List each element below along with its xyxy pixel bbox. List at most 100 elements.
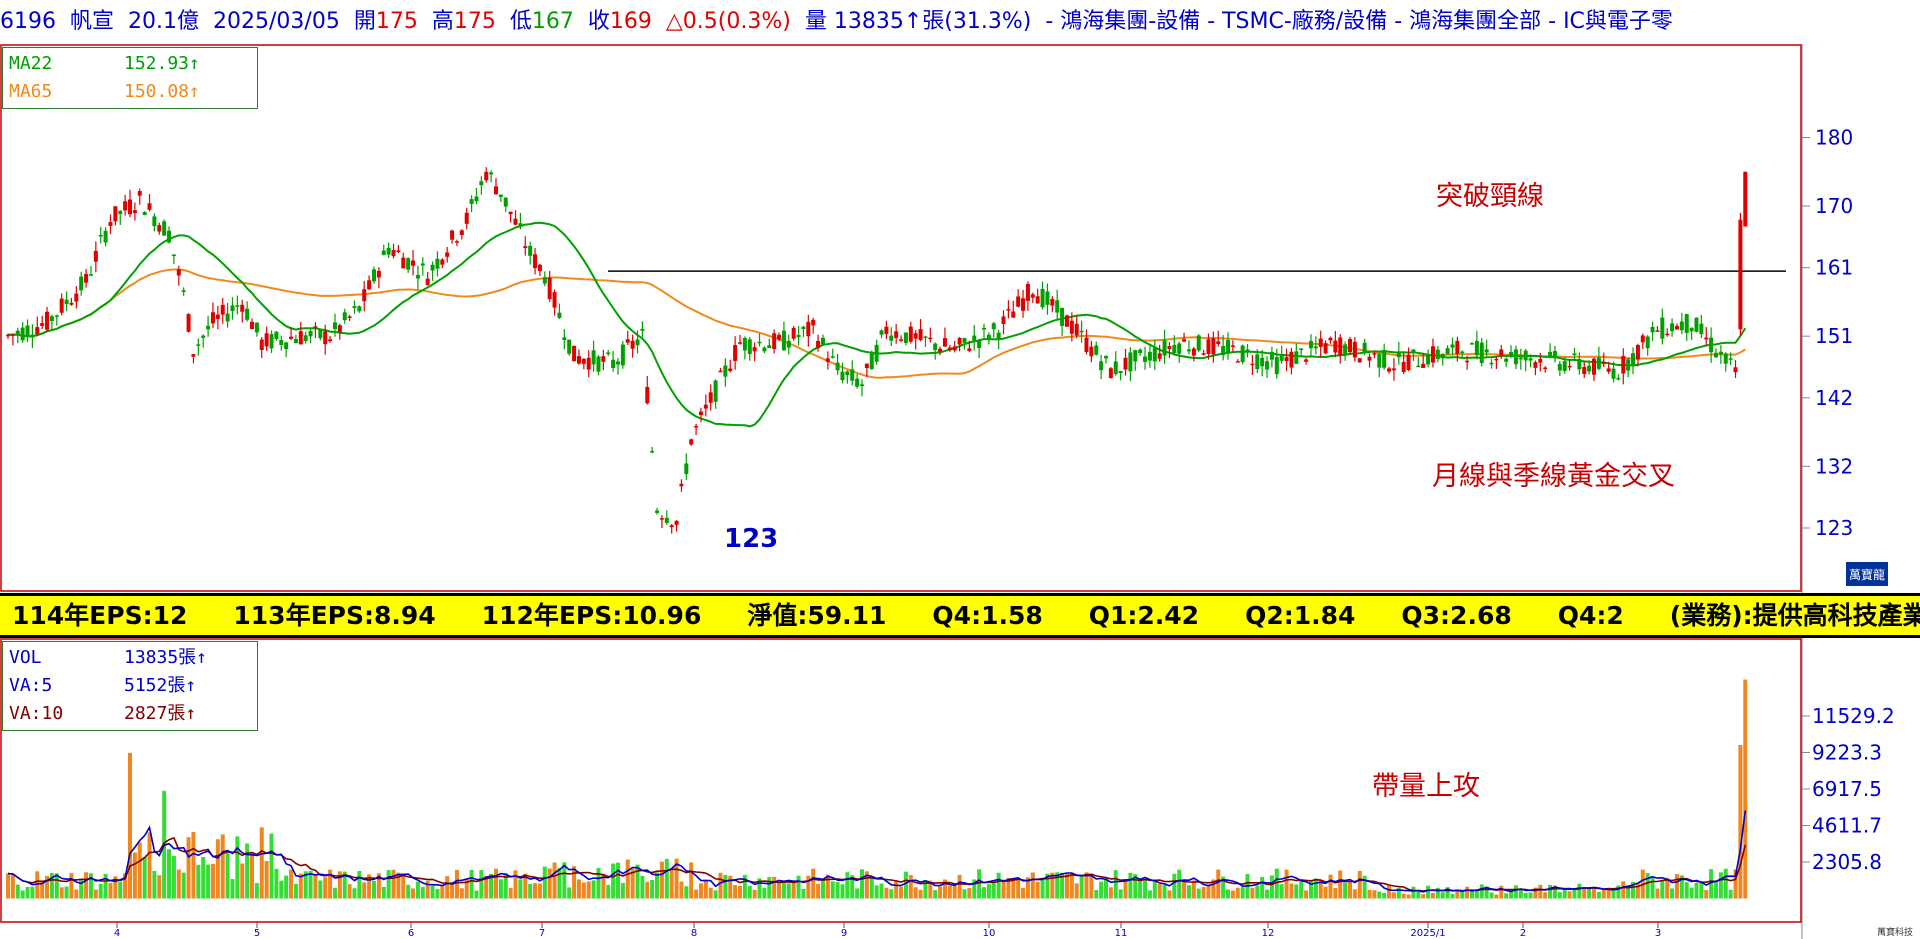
volume-bar	[74, 889, 79, 899]
volume-bar	[1548, 885, 1553, 899]
breakout-annotation: 突破頸線	[1436, 181, 1544, 212]
volume-bar	[293, 883, 298, 899]
volume-bar	[972, 879, 977, 899]
candle-body	[45, 311, 50, 330]
candle-body	[1470, 343, 1474, 345]
close-quote: 收169	[587, 9, 652, 34]
volume-layer	[6, 679, 1748, 899]
volume-bar	[933, 890, 938, 899]
candle-body	[1645, 336, 1650, 349]
candle-body	[1318, 338, 1323, 347]
volume-bar	[1333, 887, 1338, 899]
volume-bar	[1265, 889, 1270, 899]
volume-bar	[977, 869, 982, 899]
volume-bar	[1728, 889, 1733, 899]
candle-body	[15, 330, 20, 335]
candle-body	[167, 230, 172, 243]
volume-bar	[1704, 890, 1709, 899]
volume-bar	[689, 862, 694, 899]
candle-body	[1167, 346, 1172, 350]
volume-bar	[1674, 874, 1679, 899]
volume-bar	[464, 878, 469, 899]
candle-body	[772, 333, 777, 349]
volume-bar	[40, 882, 45, 899]
volume-bar	[1401, 893, 1406, 899]
volume-bar	[811, 868, 816, 899]
volume-bar	[1113, 870, 1118, 899]
volume-bar	[445, 876, 450, 899]
candle-body	[1670, 323, 1675, 332]
volume-bar	[1089, 873, 1094, 899]
volume-bar	[786, 883, 791, 899]
candle-body	[718, 370, 723, 373]
candle-body	[1352, 341, 1357, 358]
candle-body	[1626, 359, 1631, 371]
volume-bar	[635, 864, 640, 899]
volume-bar	[537, 883, 542, 899]
candle-body	[1138, 349, 1143, 354]
candle-body	[1030, 294, 1035, 298]
volume-bar	[1670, 888, 1675, 899]
candle-body	[347, 316, 352, 318]
candle-body	[947, 347, 952, 351]
volume-bar	[1104, 878, 1108, 899]
candle-body	[479, 181, 484, 186]
candle-body	[967, 348, 972, 351]
candle-body	[289, 336, 294, 339]
volume-bar	[342, 871, 347, 899]
candle-body	[801, 326, 806, 330]
volume-bar	[518, 879, 523, 899]
volume-bar	[1304, 890, 1309, 899]
candle-body	[567, 339, 572, 354]
price-chart[interactable]: 180 170 161 151 142 132 123 萬寶龍	[0, 44, 1920, 593]
volume-bar	[103, 873, 108, 899]
candle-body	[752, 347, 757, 352]
volume-bar	[767, 877, 772, 899]
volume-bar	[1372, 890, 1377, 899]
volume-bar	[1601, 888, 1606, 899]
volume-bar	[420, 886, 425, 899]
candle-body	[98, 235, 103, 237]
volume-bar	[1318, 880, 1323, 899]
volume-tick-label: 9223.3	[1812, 741, 1882, 765]
candle-body	[196, 344, 201, 346]
candle-body	[1455, 340, 1460, 354]
candle-body	[35, 327, 40, 335]
candle-body	[825, 358, 830, 362]
candle-body	[1499, 349, 1504, 357]
volume-bar	[1606, 889, 1611, 899]
candle-body	[1704, 337, 1709, 340]
candle-body	[376, 270, 381, 278]
candle-body	[820, 337, 825, 345]
volume-bar	[620, 883, 625, 899]
candle-body	[1396, 351, 1401, 358]
volume-chart[interactable]: 11529.2 9223.3 6917.5 4611.7 2305.8 4 5 6 7 8 9 10…	[0, 638, 1920, 939]
candle-body	[1723, 353, 1728, 364]
volume-bar	[362, 882, 367, 899]
volume-bar	[1445, 887, 1450, 899]
candle-body	[240, 304, 245, 312]
candle-body	[679, 483, 684, 487]
volume-bar	[840, 884, 845, 899]
month-axis: 4 5 6 7 8 9 10 11 12 2025/1 2 3	[114, 922, 1661, 939]
candle-body	[1299, 348, 1304, 351]
candle-body	[362, 289, 367, 302]
volume-bar	[415, 881, 420, 899]
va10-legend-row: VA:10 2827張↑	[9, 703, 197, 724]
volume-bar	[1235, 887, 1240, 899]
candle-body	[908, 326, 913, 342]
volume-bar	[1079, 874, 1084, 899]
volume-bar	[942, 879, 947, 899]
volume-bar	[825, 874, 830, 899]
candle-body	[191, 354, 196, 357]
volume-bar	[332, 887, 337, 899]
candle-body	[733, 345, 738, 361]
volume-bar	[411, 888, 416, 899]
volume-bar	[957, 874, 962, 899]
candle-body	[1182, 339, 1187, 342]
eps-item: Q1:2.42	[1088, 601, 1200, 630]
volume-bar	[1650, 877, 1655, 899]
eps-item: 113年EPS:8.94	[233, 601, 436, 630]
volume-bar	[269, 833, 274, 899]
candle-body	[1372, 353, 1377, 355]
